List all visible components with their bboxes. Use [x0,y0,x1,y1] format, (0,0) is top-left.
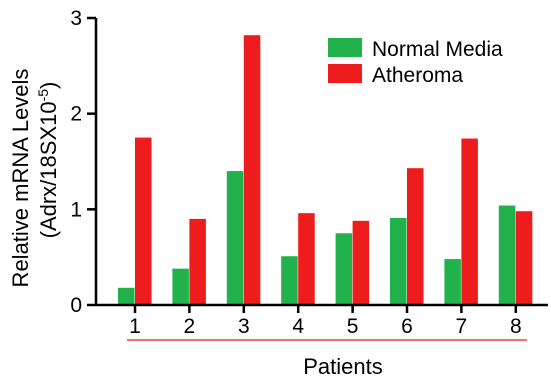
x-tick-label: 7 [456,315,468,338]
y-tick-label: 2 [70,103,82,126]
bar-normal-media-5 [335,233,353,305]
bar-atheroma-1 [135,137,152,305]
bar-atheroma-5 [352,220,370,305]
bar-normal-media-7 [444,259,461,305]
legend: Normal Media Atheroma [328,38,503,87]
y-ticks-group: 0 1 2 3 [70,7,96,317]
x-tick-label: 8 [510,315,522,338]
x-tick-label: 2 [184,315,196,338]
y-axis-title-line1: Relative mRNA Levels [8,69,33,288]
bar-normal-media-8 [498,205,516,305]
x-tick-label: 3 [238,315,250,338]
y-tick-label: 1 [70,198,82,221]
legend-swatch-normal-media [328,38,362,57]
bar-normal-media-1 [118,287,135,305]
bar-normal-media-4 [281,256,298,305]
y-tick-label: 3 [70,7,82,30]
legend-label-normal-media: Normal Media [372,38,503,61]
y-axis-title-line2: (Adrx/18SX10-5) [35,82,61,239]
bar-normal-media-3 [226,171,244,305]
legend-swatch-atheroma [328,64,362,83]
y-axis-title-line2-suffix: ) [36,82,61,89]
y-axis-title-line2-prefix: (Adrx/18SX10 [36,101,61,238]
y-tick-label: 0 [70,294,82,317]
bar-normal-media-6 [390,217,407,305]
x-axis-title: Patients [303,354,383,378]
axes-group [94,18,548,307]
bar-atheroma-8 [515,211,533,305]
x-tick-label: 1 [129,315,141,338]
x-tick-label: 5 [347,315,359,338]
bar-normal-media-2 [172,268,189,305]
bars-group [118,35,533,305]
x-tick-label: 6 [401,315,413,338]
bar-atheroma-6 [407,168,424,305]
y-axis-title-exponent: -5 [35,89,51,102]
bar-atheroma-3 [243,35,261,305]
bar-atheroma-2 [189,218,206,305]
x-tick-label: 4 [292,315,304,338]
bar-atheroma-4 [298,213,315,305]
x-ticks-group: 1 2 3 4 5 6 7 8 [129,305,522,338]
legend-label-atheroma: Atheroma [372,64,463,87]
bar-atheroma-7 [461,138,478,305]
